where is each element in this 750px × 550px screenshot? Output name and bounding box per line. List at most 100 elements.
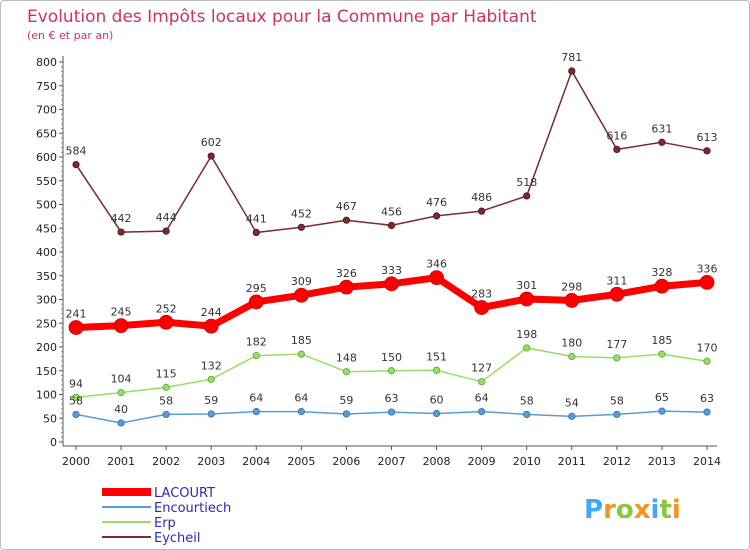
- y-tick-label: 300: [36, 294, 57, 307]
- y-tick-label: 700: [36, 104, 57, 117]
- data-label-erp: 180: [561, 337, 582, 350]
- y-tick-label: 150: [36, 365, 57, 378]
- data-point-eycheil: [162, 227, 170, 235]
- data-label-encourtiech: 64: [475, 392, 489, 405]
- x-tick-label: 2010: [513, 455, 541, 468]
- data-label-eycheil: 518: [516, 176, 537, 189]
- data-label-erp: 170: [697, 341, 718, 354]
- data-label-encourtiech: 59: [204, 394, 218, 407]
- data-point-eycheil: [387, 221, 396, 229]
- brand-letter: t: [659, 495, 671, 525]
- data-label-erp: 104: [111, 373, 132, 386]
- data-point-lacourt: [203, 318, 219, 334]
- brand-letter: x: [634, 495, 651, 525]
- x-tick-label: 2009: [468, 455, 496, 468]
- data-label-eycheil: 441: [246, 213, 267, 226]
- x-tick-label: 2014: [693, 455, 721, 468]
- data-label-encourtiech: 63: [700, 392, 714, 405]
- y-tick-label: 650: [36, 127, 57, 140]
- data-label-lacourt: 298: [561, 280, 582, 293]
- y-tick-label: 750: [36, 80, 57, 93]
- data-point-erp: [568, 352, 576, 361]
- data-point-erp: [387, 367, 396, 375]
- data-label-encourtiech: 63: [385, 392, 399, 405]
- data-point-encourtiech: [658, 407, 666, 415]
- data-label-erp: 132: [201, 359, 222, 372]
- data-point-eycheil: [523, 192, 531, 200]
- x-tick-label: 2012: [603, 455, 631, 468]
- data-point-erp: [207, 375, 215, 383]
- data-label-erp: 115: [156, 367, 177, 380]
- data-point-lacourt: [293, 287, 309, 303]
- data-label-encourtiech: 58: [159, 394, 173, 407]
- x-tick-label: 2002: [152, 455, 180, 468]
- data-point-erp: [703, 357, 711, 365]
- y-tick-label: 450: [36, 222, 57, 235]
- data-label-eycheil: 631: [651, 122, 672, 135]
- data-label-encourtiech: 64: [294, 392, 308, 405]
- data-point-erp: [432, 366, 441, 374]
- data-label-erp: 127: [471, 362, 492, 375]
- data-point-erp: [297, 350, 305, 358]
- data-point-encourtiech: [387, 408, 396, 416]
- brand-letter: o: [616, 495, 634, 525]
- series-group: [68, 67, 715, 427]
- chart-subtitle: (en € et par an): [27, 29, 113, 42]
- data-point-lacourt: [699, 274, 715, 290]
- data-point-erp: [162, 383, 170, 391]
- data-point-encourtiech: [342, 410, 351, 418]
- data-label-eycheil: 476: [426, 196, 447, 209]
- data-point-encourtiech: [162, 410, 170, 419]
- data-label-lacourt: 241: [66, 308, 87, 321]
- data-point-erp: [523, 344, 531, 352]
- data-point-erp: [658, 350, 666, 358]
- data-point-lacourt: [564, 293, 580, 308]
- x-tick-label: 2008: [423, 455, 451, 468]
- data-label-encourtiech: 54: [565, 396, 579, 409]
- data-label-lacourt: 244: [201, 306, 222, 319]
- legend-label-lacourt: LACOURT: [154, 486, 215, 501]
- data-label-erp: 185: [651, 334, 672, 347]
- y-tick-label: 0: [50, 436, 57, 449]
- data-label-lacourt: 328: [651, 266, 672, 279]
- y-tick-label: 400: [36, 246, 57, 259]
- data-label-erp: 182: [246, 336, 267, 349]
- data-point-erp: [478, 378, 486, 386]
- y-tick-label: 350: [36, 270, 57, 283]
- data-label-lacourt: 326: [336, 267, 357, 280]
- data-label-encourtiech: 64: [249, 392, 263, 405]
- data-label-lacourt: 245: [111, 306, 132, 319]
- data-point-eycheil: [432, 212, 441, 220]
- data-label-encourtiech: 58: [520, 394, 534, 407]
- brand-letter: i: [651, 495, 660, 525]
- legend-label-erp: Erp: [154, 516, 176, 531]
- y-tick-label: 600: [36, 151, 57, 164]
- data-point-encourtiech: [568, 412, 576, 420]
- data-label-eycheil: 616: [606, 129, 627, 142]
- data-label-lacourt: 295: [246, 282, 267, 295]
- data-label-eycheil: 486: [471, 191, 492, 204]
- data-label-eycheil: 781: [561, 51, 582, 64]
- brand-text: Proxiti: [584, 495, 681, 525]
- data-point-encourtiech: [117, 419, 125, 427]
- data-label-lacourt: 252: [156, 302, 177, 315]
- legend-label-eycheil: Eycheil: [154, 531, 201, 546]
- data-point-eycheil: [297, 223, 305, 231]
- y-tick-label: 200: [36, 341, 57, 354]
- data-point-encourtiech: [207, 410, 215, 418]
- x-tick-label: 2004: [242, 455, 270, 468]
- data-label-erp: 185: [291, 334, 312, 347]
- data-point-eycheil: [117, 228, 125, 236]
- data-label-lacourt: 309: [291, 275, 312, 288]
- y-tick-label: 550: [36, 175, 57, 188]
- data-label-lacourt: 336: [697, 262, 718, 275]
- data-point-encourtiech: [72, 410, 80, 419]
- y-tick-label: 800: [36, 56, 57, 69]
- data-point-eycheil: [658, 138, 666, 146]
- data-point-lacourt: [609, 286, 625, 302]
- chart-title: Evolution des Impôts locaux pour la Comm…: [27, 7, 537, 27]
- data-point-lacourt: [474, 300, 490, 315]
- data-label-erp: 198: [516, 328, 537, 341]
- data-point-lacourt: [519, 291, 535, 307]
